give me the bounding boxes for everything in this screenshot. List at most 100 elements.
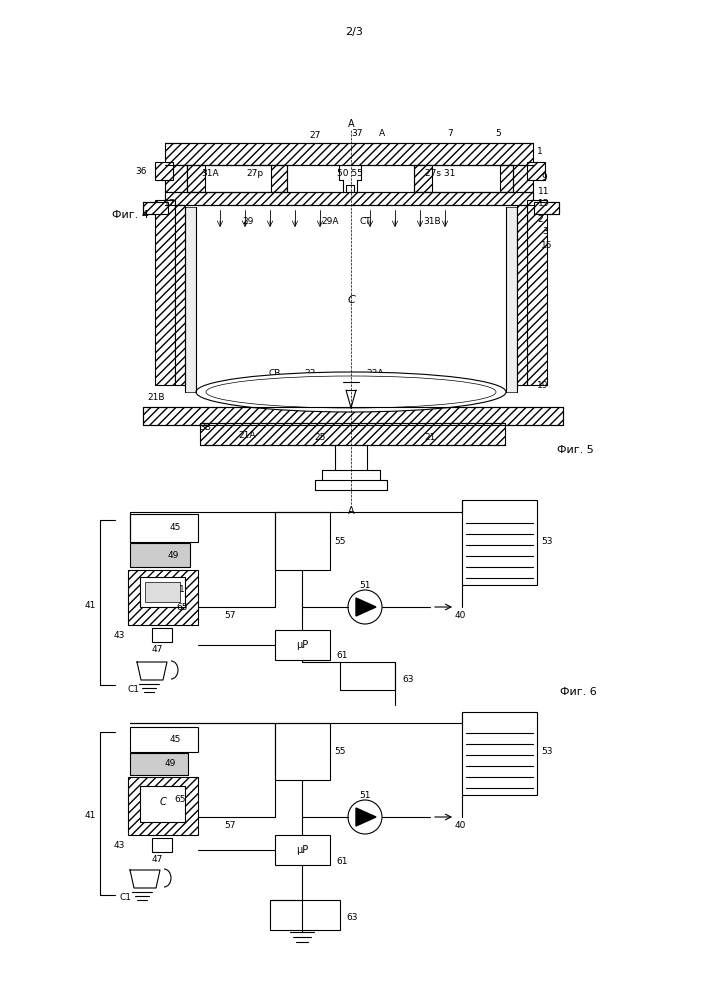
Bar (462, 500, 537, 585)
Bar (130, 727, 198, 752)
Text: 51: 51 (359, 790, 370, 800)
Text: 40: 40 (455, 820, 466, 830)
Bar (128, 777, 198, 835)
Text: 31B: 31B (423, 218, 440, 227)
Text: 2/3: 2/3 (345, 27, 363, 37)
Text: 63: 63 (402, 676, 414, 684)
Text: 17: 17 (164, 198, 176, 208)
Text: A: A (348, 506, 354, 516)
Bar (340, 662, 395, 690)
Bar (517, 205, 527, 385)
Bar (271, 165, 287, 192)
Text: 1: 1 (179, 585, 185, 594)
Bar (152, 628, 172, 642)
Text: C: C (160, 797, 166, 807)
Bar (462, 712, 537, 795)
Text: 40: 40 (455, 610, 466, 619)
Text: 3: 3 (542, 228, 548, 236)
Bar (130, 753, 188, 775)
Text: 21: 21 (424, 432, 436, 442)
Text: 61: 61 (337, 650, 348, 660)
Text: 41: 41 (85, 810, 96, 820)
Bar (506, 207, 517, 392)
Bar (128, 570, 198, 625)
Text: 55: 55 (334, 748, 346, 756)
Text: A: A (348, 119, 354, 129)
Bar (140, 786, 185, 822)
Bar (534, 202, 559, 214)
Text: 36: 36 (136, 167, 147, 176)
Bar (130, 514, 198, 542)
Text: 23: 23 (304, 368, 316, 377)
Text: 43: 43 (114, 840, 125, 850)
Bar (185, 207, 196, 392)
Text: 49: 49 (168, 550, 179, 560)
Bar (511, 165, 533, 200)
Text: 45: 45 (169, 524, 181, 532)
Bar (152, 838, 172, 852)
Text: 27: 27 (310, 130, 321, 139)
Text: 27p: 27p (247, 169, 264, 178)
Text: 3B: 3B (199, 424, 211, 432)
Bar (145, 582, 180, 602)
Bar (200, 423, 505, 445)
Bar (500, 165, 513, 192)
Bar (270, 900, 340, 930)
Bar (275, 723, 330, 780)
Bar (175, 205, 185, 385)
Text: C1: C1 (119, 894, 131, 902)
Text: 55: 55 (334, 536, 346, 546)
Bar (310, 393, 392, 408)
Bar (143, 202, 168, 214)
Text: Фиг. 5: Фиг. 5 (557, 445, 594, 455)
Text: 51: 51 (359, 580, 370, 589)
Text: μP: μP (296, 640, 308, 650)
Text: 27s 31: 27s 31 (425, 169, 455, 178)
Text: 1: 1 (537, 147, 543, 156)
Text: C: C (347, 295, 355, 305)
Text: 57: 57 (224, 820, 235, 830)
Text: 5: 5 (495, 129, 501, 138)
Text: 23A: 23A (366, 368, 384, 377)
Bar (165, 165, 187, 200)
Text: 37: 37 (351, 129, 363, 138)
Text: 31A: 31A (201, 169, 218, 178)
Text: 65: 65 (174, 796, 186, 804)
Text: 2: 2 (537, 216, 543, 225)
Text: 65: 65 (176, 603, 188, 612)
Bar (275, 512, 330, 570)
Bar (527, 200, 547, 385)
Text: 47: 47 (152, 856, 163, 864)
Text: μP: μP (296, 845, 308, 855)
Text: 29A: 29A (321, 218, 339, 227)
Text: 25: 25 (315, 434, 326, 442)
Text: 21A: 21A (238, 430, 256, 440)
Text: 7: 7 (447, 129, 453, 138)
Text: 47: 47 (152, 646, 163, 654)
Bar (414, 165, 432, 192)
Polygon shape (356, 598, 376, 616)
Bar (155, 162, 173, 180)
Text: 49: 49 (164, 760, 175, 768)
Polygon shape (356, 808, 376, 826)
Text: 9: 9 (541, 174, 547, 182)
Text: C1: C1 (127, 686, 139, 694)
Ellipse shape (196, 372, 506, 412)
Text: A: A (379, 129, 385, 138)
Text: 57: 57 (224, 610, 235, 619)
Text: Фиг. 4: Фиг. 4 (112, 210, 149, 220)
Text: 19: 19 (537, 380, 549, 389)
Bar (155, 200, 175, 385)
Text: 53: 53 (542, 748, 553, 756)
Text: CT: CT (359, 218, 370, 227)
Text: CB: CB (269, 368, 281, 377)
Text: 53: 53 (542, 538, 553, 546)
Bar (187, 165, 205, 192)
Bar (275, 835, 330, 865)
Text: 13: 13 (538, 200, 550, 209)
Bar (165, 143, 533, 165)
Text: 63: 63 (346, 914, 358, 922)
Text: 45: 45 (169, 734, 181, 744)
Text: 61: 61 (337, 857, 348, 866)
Bar (275, 630, 330, 660)
